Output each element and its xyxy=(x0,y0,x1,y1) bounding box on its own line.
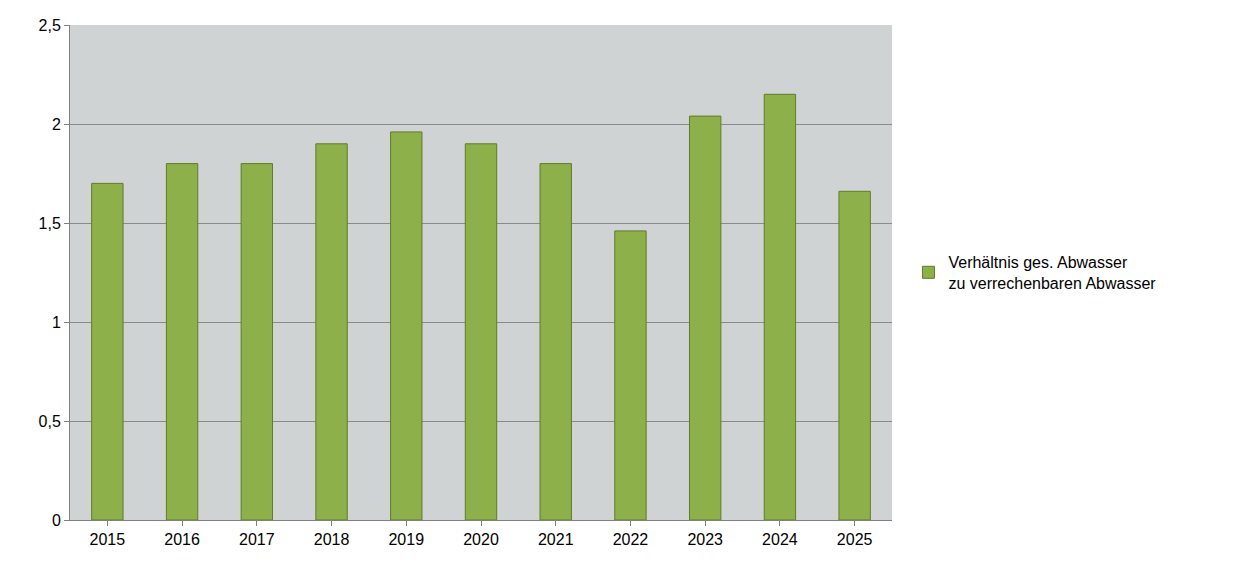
svg-text:1,5: 1,5 xyxy=(39,215,61,232)
svg-text:2024: 2024 xyxy=(762,531,798,548)
svg-text:2015: 2015 xyxy=(90,531,126,548)
svg-text:2,5: 2,5 xyxy=(39,17,61,34)
svg-text:1: 1 xyxy=(52,314,61,331)
svg-text:Verhältnis ges. Abwasserzu ver: Verhältnis ges. Abwasserzu verrechenbare… xyxy=(948,254,1156,292)
svg-text:2025: 2025 xyxy=(837,531,873,548)
svg-text:2022: 2022 xyxy=(613,531,649,548)
svg-text:2020: 2020 xyxy=(463,531,499,548)
svg-text:2017: 2017 xyxy=(239,531,275,548)
svg-text:2016: 2016 xyxy=(164,531,200,548)
svg-text:2023: 2023 xyxy=(687,531,723,548)
svg-text:2021: 2021 xyxy=(538,531,574,548)
svg-text:0,5: 0,5 xyxy=(39,413,61,430)
svg-text:2018: 2018 xyxy=(314,531,350,548)
svg-text:0: 0 xyxy=(52,512,61,529)
svg-text:2: 2 xyxy=(52,116,61,133)
svg-text:2019: 2019 xyxy=(388,531,424,548)
